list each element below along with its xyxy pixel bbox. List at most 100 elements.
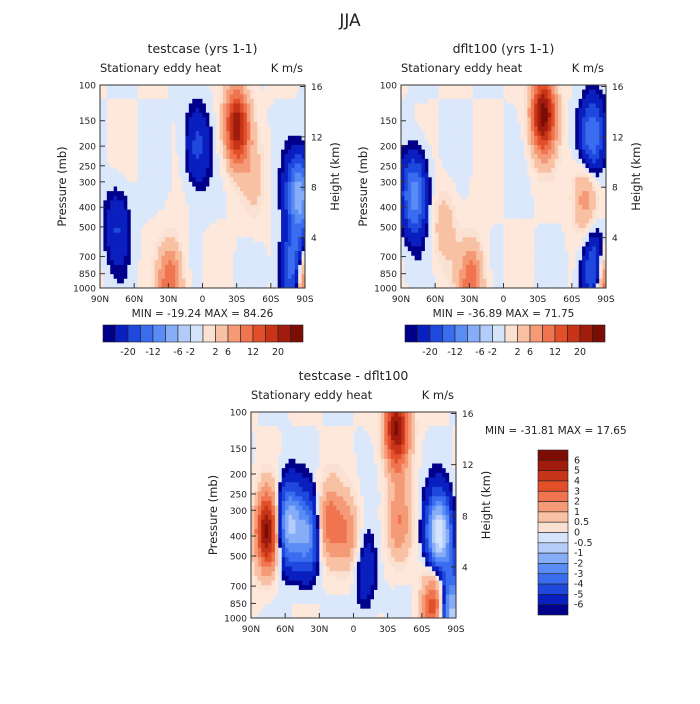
heatmap-cell — [562, 108, 566, 113]
heatmap-cell — [144, 145, 148, 150]
heatmap-cell — [199, 108, 203, 113]
heatmap-cell — [521, 159, 525, 164]
heatmap-cell — [138, 274, 142, 279]
heatmap-cell — [281, 94, 285, 99]
heatmap-cell — [291, 242, 295, 247]
heatmap-cell — [127, 228, 131, 233]
heatmap-cell — [203, 246, 207, 251]
heatmap-cell — [179, 94, 183, 99]
heatmap-cell — [172, 246, 176, 251]
heatmap-cell — [117, 279, 121, 284]
heatmap-cell — [545, 251, 549, 256]
heatmap-cell — [199, 127, 203, 132]
heatmap-cell — [422, 237, 426, 242]
heatmap-cell — [401, 168, 405, 173]
heatmap-cell — [466, 154, 470, 159]
heatmap-cell — [267, 127, 271, 132]
heatmap-cell — [264, 159, 268, 164]
heatmap-cell — [131, 223, 135, 228]
heatmap-cell — [572, 94, 576, 99]
heatmap-cell — [459, 117, 463, 122]
heatmap-cell — [223, 103, 227, 108]
heatmap-cell — [562, 159, 566, 164]
heatmap-cell — [521, 177, 525, 182]
heatmap-cell — [220, 223, 224, 228]
heatmap-cell — [493, 117, 497, 122]
heatmap-cell — [151, 196, 155, 201]
heatmap-cell — [466, 108, 470, 113]
heatmap-cell — [271, 122, 275, 127]
heatmap-cell — [110, 136, 114, 141]
heatmap-cell — [456, 260, 460, 265]
heatmap-cell — [274, 173, 278, 178]
heatmap-cell — [155, 191, 159, 196]
heatmap-cell — [469, 223, 473, 228]
heatmap-cell — [168, 131, 172, 136]
heatmap-cell — [124, 154, 128, 159]
heatmap-cell — [206, 242, 210, 247]
heatmap-cell — [411, 246, 415, 251]
heatmap-cell — [162, 177, 166, 182]
heatmap-cell — [507, 163, 511, 168]
heatmap-cell — [230, 159, 234, 164]
heatmap-cell — [422, 99, 426, 104]
heatmap-cell — [148, 242, 152, 247]
heatmap-cell — [558, 191, 562, 196]
heatmap-cell — [486, 228, 490, 233]
heatmap-cell — [172, 237, 176, 242]
heatmap-cell — [504, 131, 508, 136]
heatmap-cell — [134, 131, 138, 136]
heatmap-cell — [411, 168, 415, 173]
heatmap-cell — [100, 136, 104, 141]
heatmap-cell — [199, 94, 203, 99]
heatmap-cell — [432, 173, 436, 178]
heatmap-cell — [504, 187, 508, 192]
heatmap-cell — [483, 219, 487, 224]
heatmap-cell — [565, 131, 569, 136]
heatmap-cell — [107, 270, 111, 275]
heatmap-cell — [281, 210, 285, 215]
heatmap-cell — [428, 233, 432, 238]
heatmap-cell — [223, 279, 227, 284]
heatmap-cell — [558, 103, 562, 108]
heatmap-cell — [233, 150, 237, 155]
heatmap-cell — [285, 256, 289, 261]
heatmap-cell — [510, 154, 514, 159]
heatmap-cell — [565, 223, 569, 228]
heatmap-cell — [230, 219, 234, 224]
heatmap-cell — [551, 150, 555, 155]
heatmap-cell — [267, 145, 271, 150]
heatmap-cell — [483, 223, 487, 228]
heatmap-cell — [408, 242, 412, 247]
heatmap-cell — [510, 251, 514, 256]
heatmap-cell — [527, 150, 531, 155]
heatmap-cell — [473, 274, 477, 279]
heatmap-cell — [422, 145, 426, 150]
heatmap-cell — [517, 177, 521, 182]
heatmap-cell — [254, 187, 258, 192]
heatmap-cell — [155, 182, 159, 187]
heatmap-cell — [411, 136, 415, 141]
heatmap-cell — [534, 228, 538, 233]
heatmap-cell — [449, 163, 453, 168]
heatmap-cell — [144, 270, 148, 275]
heatmap-cell — [237, 233, 241, 238]
heatmap-cell — [425, 131, 429, 136]
heatmap-cell — [189, 200, 193, 205]
heatmap-cell — [100, 94, 104, 99]
heatmap-cell — [162, 233, 166, 238]
heatmap-cell — [230, 223, 234, 228]
heatmap-cell — [445, 182, 449, 187]
heatmap-cell — [404, 136, 408, 141]
heatmap-cell — [442, 182, 446, 187]
heatmap-cell — [127, 233, 131, 238]
heatmap-cell — [510, 196, 514, 201]
heatmap-cell — [439, 168, 443, 173]
heatmap-cell — [172, 242, 176, 247]
heatmap-cell — [538, 108, 542, 113]
heatmap-cell — [575, 117, 579, 122]
heatmap-cell — [480, 242, 484, 247]
heatmap-cell — [575, 113, 579, 118]
heatmap-cell — [415, 270, 419, 275]
heatmap-cell — [428, 219, 432, 224]
